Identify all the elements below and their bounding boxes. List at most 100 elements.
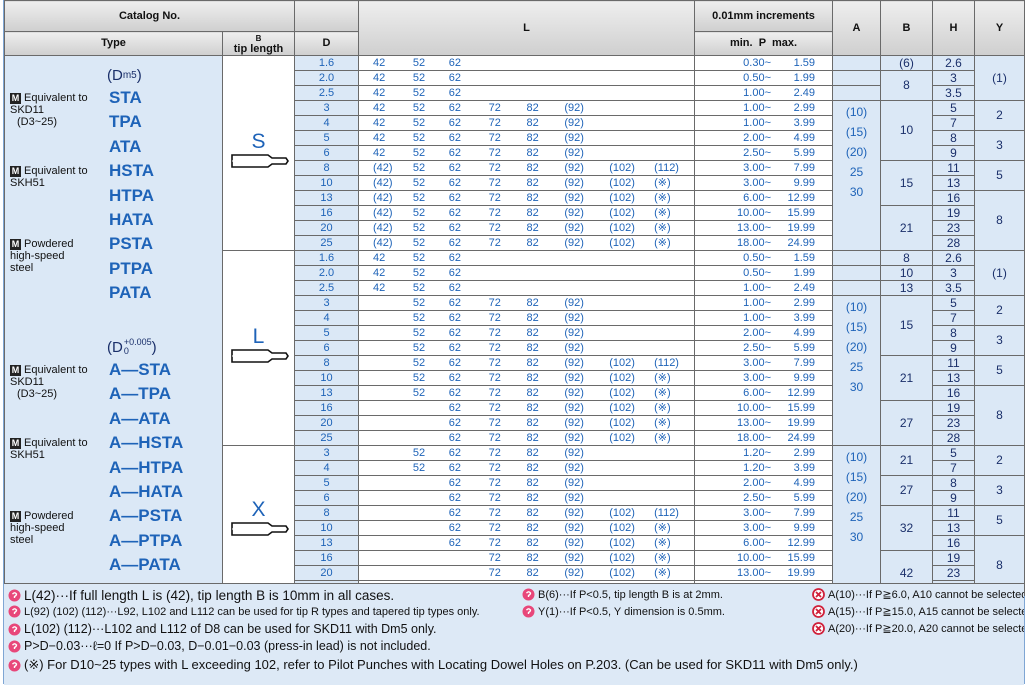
l-value: 72: [488, 461, 501, 474]
footnote-text: L(102) (112)···L102 and L112 of D8 can b…: [24, 622, 437, 636]
l-value: 62: [448, 431, 462, 444]
type-name: A—TPA: [109, 384, 172, 404]
l-value: [373, 462, 413, 475]
l-value: 52: [412, 146, 426, 159]
badge: M: [10, 239, 21, 251]
p-max: 5.99: [793, 341, 815, 354]
data-row: 6 52 62 72 82 (92) 2.50~ 5.99 9: [5, 340, 1025, 356]
l-cell: (42) 52 62 72 82 (92) (102) (※): [358, 235, 695, 251]
p-max: 4.99: [793, 476, 815, 489]
d-cell: 16: [294, 550, 359, 566]
data-row: 2.5 42 52 62 1.00~ 2.49 3.5: [5, 85, 1025, 101]
material-group: M Equivalent to SKH51 A—HSTA A—HTPA A—HATA: [6, 431, 222, 504]
l-value: (92): [564, 506, 584, 519]
h-cell: 9: [932, 145, 975, 161]
l-values: 62 72 82 (92) (102) (※): [360, 431, 694, 445]
material-line: M Equivalent to: [6, 364, 110, 376]
d-cell: 25: [294, 430, 359, 446]
a-cell: (10) (15) (20) 25 30: [832, 295, 881, 446]
y-cell: (1): [974, 55, 1025, 101]
p-cell: 18.00~ 24.99: [694, 430, 833, 446]
a-value: (20): [845, 145, 868, 159]
header-text: B: [255, 33, 262, 43]
l-value: (92): [564, 521, 584, 534]
l-value: [609, 147, 654, 160]
data-row: X 3 52 62 72 82 (92) 1.20~ 2.99 (10) (15) (20) 25 30 2…: [5, 445, 1025, 596]
p-max: 9.99: [793, 371, 815, 384]
l-values: 62 72 82 (92) (102) (112): [360, 506, 694, 520]
note-icon: [812, 605, 825, 618]
l-value: 72: [488, 401, 501, 414]
footnote: B(6)···If P<0.5, tip length B is at 2mm.: [522, 588, 723, 601]
p-min: 13.00~: [737, 221, 771, 234]
l-value: 82: [526, 461, 539, 474]
p-min: 0.50~: [743, 71, 771, 84]
p-max: 19.99: [787, 221, 815, 234]
l-value: 82: [526, 296, 539, 309]
l-value: 52: [412, 101, 426, 114]
d-cell: 6: [294, 145, 359, 161]
l-value: (※): [654, 236, 671, 249]
p-cell: 3.00~ 9.99: [694, 175, 833, 191]
p-min: 2.50~: [743, 341, 771, 354]
l-value: [654, 252, 693, 265]
l-cell: (42) 52 62 72 82 (92) (102) (※): [358, 220, 695, 236]
l-value: (※): [654, 566, 671, 579]
a-value: 25: [849, 360, 864, 374]
data-row: 13 (42) 52 62 72 82 (92) (102) (※) 6.00~ 12.99 16 8: [5, 190, 1025, 251]
l-value: [489, 267, 527, 280]
l-cell: 42 52 62 72 82 (92): [358, 145, 695, 161]
l-value: (92): [564, 146, 584, 159]
footnote: P>D−0.03···ℓ=0 If P>D−0.03, D−0.01−0.03 …: [8, 639, 431, 653]
p-cell: 13.00~ 19.99: [694, 220, 833, 236]
l-cell: 62 72 82 (92) (102) (112): [358, 505, 695, 521]
l-values: (42) 52 62 72 82 (92) (102) (※): [360, 206, 694, 220]
p-cell: 3.00~ 7.99: [694, 355, 833, 371]
data-row: 10 (42) 52 62 72 82 (92) (102) (※) 3.00~ 9.99 13: [5, 175, 1025, 191]
l-values: 72 82 (92) (102) (※): [360, 552, 694, 565]
h-cell: 11: [932, 505, 975, 521]
l-value: (※): [654, 401, 671, 414]
y-cell: 2: [974, 295, 1025, 326]
p-min: 13.00~: [737, 416, 771, 429]
p-max: 7.99: [793, 506, 815, 519]
data-row: 5 42 52 62 72 82 (92) 2.00~ 4.99 8 3: [5, 130, 1025, 161]
p-cell: 0.50~ 1.99: [694, 70, 833, 86]
data-row: L 1.6 42 52 62 0.50~ 1.59 8 2.6 (1): [5, 250, 1025, 446]
h-cell: 7: [932, 460, 975, 476]
tip-letter: S: [251, 130, 266, 153]
type-block: (D m5) M Equivalent to SKD11 (D3~25) STA TPA ATA…: [6, 64, 222, 306]
header-cell: D: [294, 31, 359, 56]
d-cell: 5: [294, 325, 359, 341]
l-value: 42: [373, 266, 386, 279]
d-cell: 25: [294, 235, 359, 251]
d-cell: 4: [294, 310, 359, 326]
l-value: 52: [412, 236, 426, 249]
data-row: 2.0 42 52 62 0.50~ 1.99 10 3: [5, 265, 1025, 281]
l-value: 52: [412, 386, 426, 399]
h-cell: 3.5: [932, 280, 975, 296]
l-value: [654, 102, 693, 115]
l-value: [413, 552, 449, 565]
l-value: [373, 552, 413, 565]
footnote-text: L(92) (102) (112)···L92, L102 and L112 c…: [24, 605, 480, 618]
l-values: 42 52 62: [360, 87, 694, 100]
l-cell: 62 72 82 (92): [358, 490, 695, 506]
data-row: 3 42 52 62 72 82 (92) 1.00~ 2.99 (10) (15) (20) 25 30…: [5, 100, 1025, 251]
data-row: 10 52 62 72 82 (92) (102) (※) 3.00~ 9.99 13: [5, 370, 1025, 386]
p-max: 2.49: [793, 86, 815, 99]
l-value: (102): [609, 506, 635, 519]
p-min: 2.50~: [743, 491, 771, 504]
l-value: 62: [448, 251, 462, 264]
tolerance-sub: m5: [122, 69, 137, 81]
h-cell: 3: [932, 265, 975, 281]
a-value: (15): [845, 125, 868, 139]
d-cell: 3: [294, 295, 359, 311]
l-value: (92): [564, 296, 584, 309]
l-value: [527, 267, 565, 280]
tolerance-text: ): [136, 66, 142, 84]
y-cell: (1): [974, 250, 1025, 296]
l-value: (※): [654, 206, 671, 219]
h-cell: 16: [932, 535, 975, 551]
footnote: Y(1)···If P<0.5, Y dimension is 0.5mm.: [522, 605, 725, 618]
